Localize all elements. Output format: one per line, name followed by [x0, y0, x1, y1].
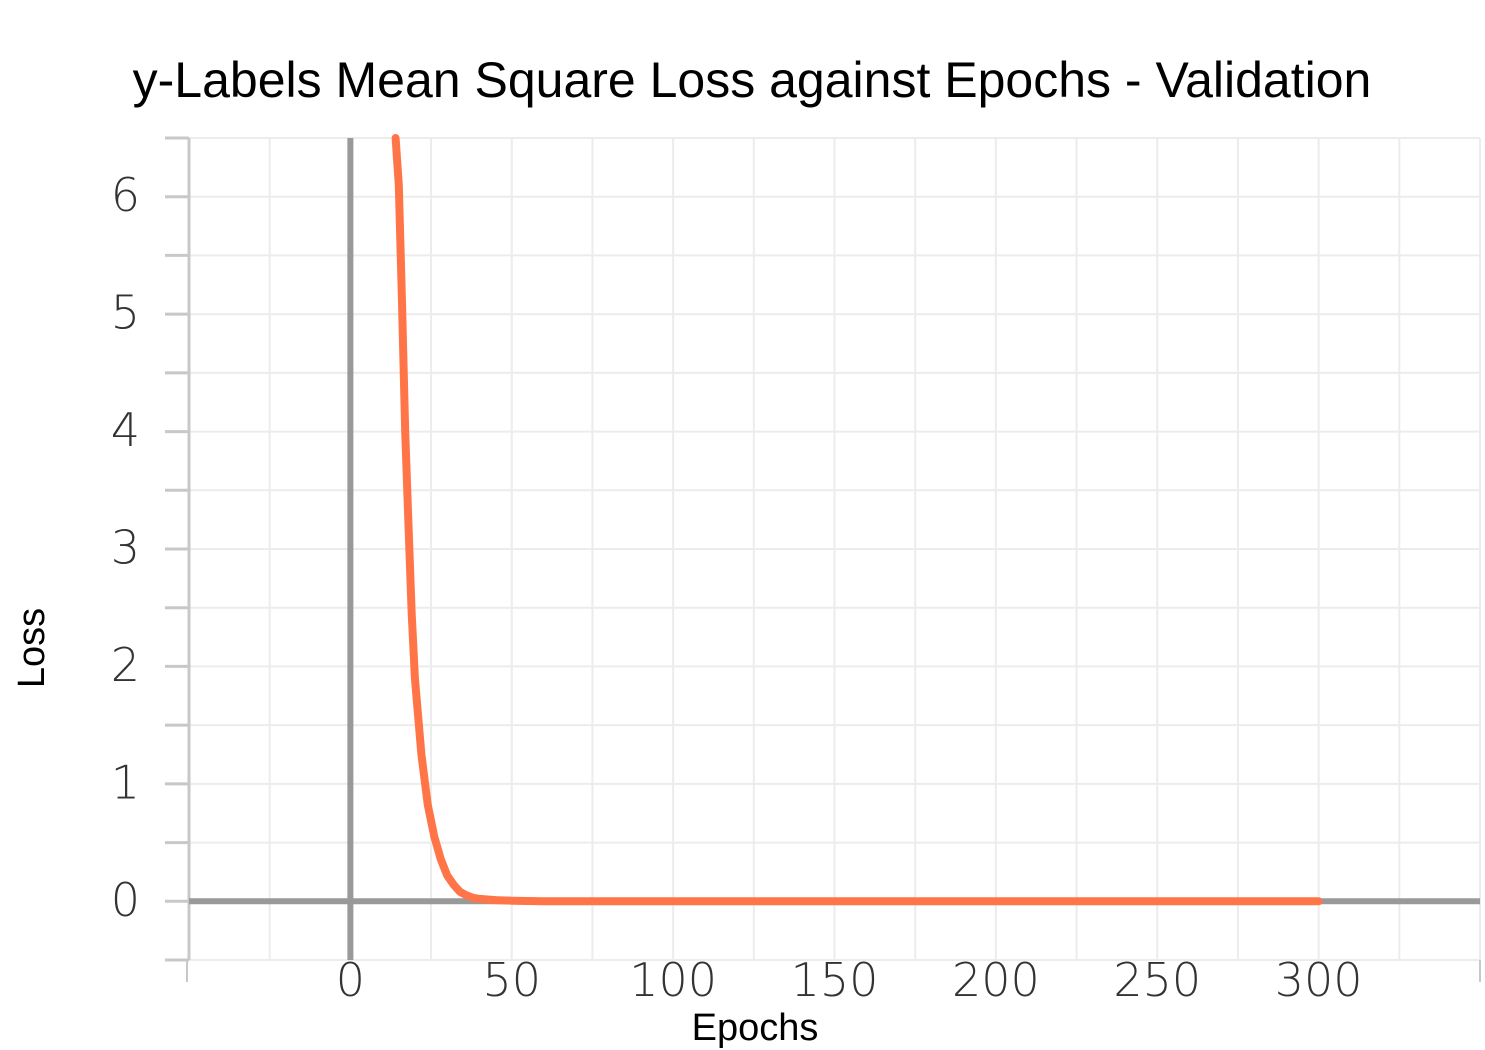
y-tick-label: 0 [111, 873, 140, 927]
series-layer [391, 134, 1323, 906]
x-tick-label: 50 [482, 953, 541, 1007]
x-tick-label: 150 [791, 953, 879, 1007]
y-tick-label: 4 [111, 403, 140, 457]
y-tick-label: 5 [111, 286, 140, 340]
x-tick-label: 300 [1275, 953, 1363, 1007]
y-tick-label: 2 [111, 638, 140, 692]
plot-frame [165, 136, 1481, 982]
x-tick-label: 250 [1113, 953, 1201, 1007]
y-tick-label: 1 [111, 755, 140, 809]
y-tick-label: 3 [111, 521, 140, 575]
x-tick-label: 0 [336, 953, 365, 1007]
y-tick-label: 6 [111, 168, 140, 222]
x-axis-label: Epochs [692, 1007, 819, 1049]
x-tick-label: 100 [629, 953, 717, 1007]
chart-title: y-Labels Mean Square Loss against Epochs… [133, 52, 1372, 108]
y-tick-labels: 0 1 2 3 4 5 6 [111, 168, 140, 927]
series-line-0 [391, 134, 1323, 906]
x-tick-label: 200 [952, 953, 1040, 1007]
x-tick-labels: 0 50 100 150 200 250 300 [336, 953, 1363, 1007]
grid [189, 137, 1481, 961]
y-axis-label: Loss [11, 608, 53, 688]
